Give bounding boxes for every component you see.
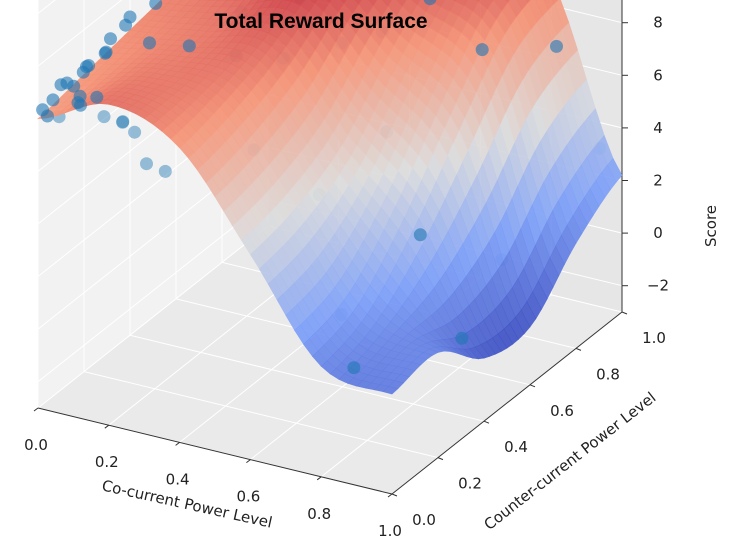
y-tick: [621, 311, 628, 315]
scatter-point: [347, 361, 361, 375]
scatter-point: [74, 98, 87, 112]
scatter-point: [98, 46, 112, 60]
scatter-point: [40, 109, 54, 123]
x-tick-label: 0.2: [95, 453, 119, 471]
z-tick-label: −2: [647, 277, 669, 295]
surface-patch: [505, 0, 511, 4]
x-tick-labels: 0.0 0.2 0.4 0.6 0.8 1.0: [24, 407, 402, 540]
y-tick-label: 0.8: [596, 365, 620, 383]
scatter-point: [46, 93, 60, 107]
scatter-point: [116, 115, 130, 129]
y-tick-label: 0.4: [504, 438, 528, 456]
scatter-point: [128, 125, 142, 139]
x-tick: [175, 441, 180, 446]
y-tick-labels: 0.0 0.2 0.4 0.6 0.8 1.0: [391, 311, 666, 529]
y-tick: [529, 384, 536, 388]
axis-lines: [37, 0, 623, 495]
scatter-point: [97, 110, 111, 124]
x-tick-label: 1.0: [378, 522, 402, 540]
surface-patch: [382, 386, 399, 395]
x-tick-label: 0.0: [24, 436, 48, 454]
y-tick: [391, 493, 398, 497]
x-tick: [316, 476, 322, 481]
scatter-point: [143, 36, 156, 50]
z-tick-label: 0: [653, 224, 663, 242]
x-tick-label: 0.4: [166, 470, 190, 488]
x-tick: [104, 424, 110, 429]
reward-surface: [37, 0, 623, 395]
y-tick: [483, 420, 490, 424]
scatter-point: [475, 43, 489, 57]
scatter-point: [413, 228, 427, 242]
y-tick-label: 1.0: [642, 329, 666, 347]
y-tick-label: 0.2: [458, 475, 482, 493]
x-tick: [246, 459, 251, 464]
chart-title: Total Reward Surface: [214, 10, 427, 33]
scatter-point: [423, 0, 437, 6]
x-axis-line: [37, 407, 393, 495]
surface-patch: [340, 0, 347, 4]
scatter-point: [123, 10, 137, 24]
z-tick-label: 8: [653, 14, 663, 32]
scatter-point: [67, 79, 81, 93]
z-tick-label: 6: [653, 66, 663, 84]
y-tick-label: 0.6: [550, 402, 574, 420]
scatter-point: [158, 164, 172, 178]
x-tick: [33, 407, 39, 412]
y-axis-line: [391, 311, 623, 495]
z-axis-label: Score: [702, 205, 720, 247]
scatter-point: [90, 90, 104, 104]
scatter-point: [149, 0, 163, 10]
grid-line: [37, 0, 123, 67]
scatter-point: [550, 39, 563, 53]
surface-patch: [526, 0, 532, 4]
x-tick: [387, 493, 393, 498]
scatter-point: [116, 115, 130, 129]
x-tick-label: 0.6: [236, 488, 260, 506]
scatter-points-front: [36, 0, 563, 375]
scatter-point: [104, 32, 117, 46]
z-tick-label: 4: [653, 119, 663, 137]
x-tick-label: 0.8: [307, 505, 331, 523]
y-tick-label: 0.0: [412, 511, 436, 529]
scatter-point: [455, 331, 469, 345]
scatter-point: [140, 157, 153, 171]
z-tick-label: 2: [653, 172, 663, 190]
scatter-point: [82, 59, 96, 72]
scatter-point: [182, 39, 196, 53]
y-tick: [575, 347, 582, 351]
z-tick-labels: −2024681012: [622, 14, 669, 295]
y-tick: [437, 457, 444, 461]
